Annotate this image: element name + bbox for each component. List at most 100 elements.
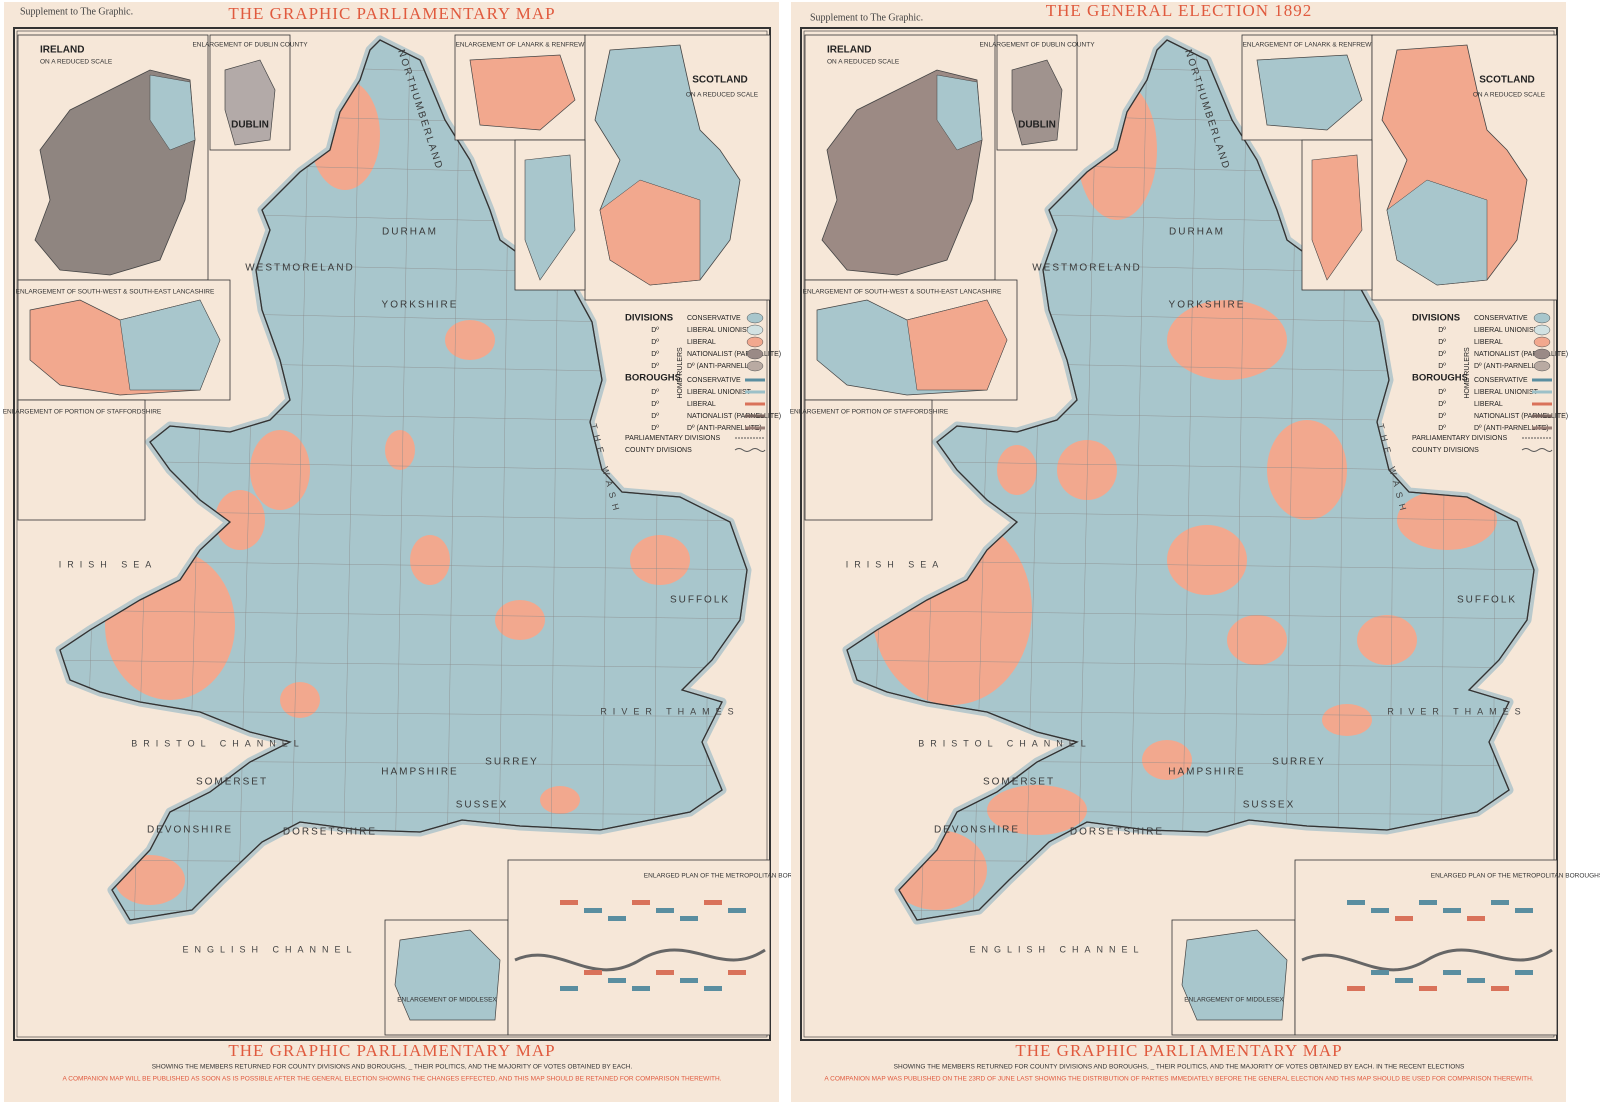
place-label: SOMERSET — [196, 777, 268, 788]
borough-label-box — [608, 978, 626, 983]
legend-heading: BOROUGHS — [1412, 373, 1468, 384]
liberal-area — [495, 600, 545, 640]
scotland-part — [599, 179, 701, 286]
borough-label-box — [584, 970, 602, 975]
legend-prefix: Dº — [651, 413, 659, 420]
inset-label: ENLARGEMENT OF LANARK & RENFREW — [1243, 42, 1373, 49]
legend-label: Dº (ANTI-PARNELLITE) — [1474, 363, 1549, 370]
borough-label-box — [1443, 908, 1461, 913]
legend-prefix: Dº — [651, 363, 659, 370]
legend-swatch — [745, 426, 765, 430]
liberal-area — [1267, 420, 1347, 520]
coastline — [59, 39, 748, 921]
borough-label-box — [1491, 900, 1509, 905]
place-label: RIVER THAMES — [600, 706, 739, 716]
inset-label: ENLARGED PLAN OF THE METROPOLITAN BOROUG… — [1431, 873, 1600, 880]
lanark-shape — [1256, 54, 1363, 131]
place-label: YORKSHIRE — [1169, 300, 1246, 311]
borough-label-box — [560, 986, 578, 991]
liberal-area — [1322, 704, 1372, 736]
legend-swatch — [745, 402, 765, 406]
division-boundary — [60, 609, 747, 620]
legend-line-label: PARLIAMENTARY DIVISIONS — [625, 435, 721, 442]
liberal-area — [1057, 440, 1117, 500]
place-label: BRISTOL CHANNEL — [918, 738, 1092, 748]
thames — [514, 948, 766, 972]
inset-label: ENLARGEMENT OF SOUTH-WEST & SOUTH-EAST L… — [16, 289, 215, 296]
place-label: DORSETSHIRE — [283, 827, 377, 838]
borough-label-box — [1515, 970, 1533, 975]
map-panel: IRELAND ON A REDUCED SCALE ENLARGEMENT OF … — [790, 1, 1600, 1102]
legend-prefix: Dº — [651, 425, 659, 432]
legend-prefix: Dº — [1438, 401, 1446, 408]
borough-label-box — [680, 978, 698, 983]
place-label: WESTMORELAND — [1032, 263, 1142, 274]
legend-swatch — [1533, 324, 1551, 336]
lanark-shape — [469, 54, 576, 131]
legend-swatch — [745, 414, 765, 418]
liberal-area — [385, 430, 415, 470]
legend-swatch — [1533, 348, 1551, 360]
map-panel: IRELAND ON A REDUCED SCALE ENLARGEMENT OF … — [3, 2, 817, 1102]
inset-box — [1294, 859, 1558, 1036]
place-label: WESTMORELAND — [245, 263, 355, 274]
inset-label: ON A REDUCED SCALE — [827, 59, 900, 66]
legend-swatch — [745, 390, 765, 394]
map-frame — [800, 27, 1558, 1041]
borough-label-box — [1347, 986, 1365, 991]
legend-label: CONSERVATIVE — [1474, 315, 1528, 322]
place-label: YORKSHIRE — [382, 300, 459, 311]
map-title: THE GRAPHIC PARLIAMENTARY MAP — [228, 4, 555, 23]
inset-label: ENLARGEMENT OF LANARK & RENFREW — [456, 42, 586, 49]
liberal-area — [1142, 740, 1192, 780]
division-boundary — [445, 40, 461, 920]
place-label: SUSSEX — [1243, 800, 1296, 811]
inset-label: IRELAND — [40, 45, 84, 56]
legend-swatch — [1532, 402, 1552, 406]
legend-label: CONSERVATIVE — [687, 377, 741, 384]
legend-swatch — [1532, 390, 1552, 394]
inset-label: ENLARGEMENT OF SOUTH-WEST & SOUTH-EAST L… — [803, 289, 1002, 296]
footer-title: THE GRAPHIC PARLIAMENTARY MAP — [1015, 1041, 1342, 1060]
place-label: DURHAM — [382, 227, 438, 238]
inset-label: ON A REDUCED SCALE — [686, 92, 759, 99]
map-frame-inner — [803, 30, 1555, 1038]
place-label: SUSSEX — [456, 800, 509, 811]
place-label: SURREY — [485, 757, 539, 768]
middlesex-shape — [1181, 929, 1288, 1021]
legend-label: Dº (ANTI-PARNELLITE) — [687, 363, 762, 370]
legend-line — [1521, 448, 1553, 452]
inset-box — [507, 859, 771, 1036]
borough-label-box — [1371, 908, 1389, 913]
inset-label: ENLARGED PLAN OF THE METROPOLITAN BOROUG… — [644, 873, 817, 880]
legend-swatch — [746, 360, 764, 372]
inset-label: SCOTLAND — [1479, 75, 1535, 86]
place-label: SURREY — [1272, 757, 1326, 768]
map-frame-inner — [16, 30, 768, 1038]
dublin-shape — [1011, 59, 1063, 146]
borough-label-box — [1395, 916, 1413, 921]
borough-label-box — [1371, 970, 1389, 975]
legend-line — [734, 448, 766, 452]
legend-label: LIBERAL — [1474, 401, 1503, 408]
division-boundary — [1180, 40, 1198, 920]
liberal-area — [997, 445, 1037, 495]
ireland-unionist — [149, 74, 196, 151]
legend-side-label: HOME RULERS — [677, 347, 684, 399]
place-label: DEVONSHIRE — [934, 825, 1020, 836]
inset-label: ENLARGEMENT OF DUBLIN COUNTY — [979, 42, 1095, 49]
division-boundary — [341, 40, 361, 920]
footer-note: A COMPANION MAP WILL BE PUBLISHED AS SOO… — [62, 1076, 721, 1083]
place-label: SUFFOLK — [670, 595, 730, 606]
place-label: HAMPSHIRE — [381, 767, 458, 778]
footer-subtitle: SHOWING THE MEMBERS RETURNED FOR COUNTY … — [894, 1064, 1465, 1071]
legend-side-label: HOME RULERS — [1464, 347, 1471, 399]
borough-label-box — [656, 908, 674, 913]
legend-line-label: COUNTY DIVISIONS — [1412, 447, 1479, 454]
liberal-area — [1167, 525, 1247, 595]
legend-swatch — [746, 312, 764, 324]
legend-swatch — [746, 348, 764, 360]
middlesex-shape — [394, 929, 501, 1021]
legend-label: LIBERAL — [687, 339, 716, 346]
